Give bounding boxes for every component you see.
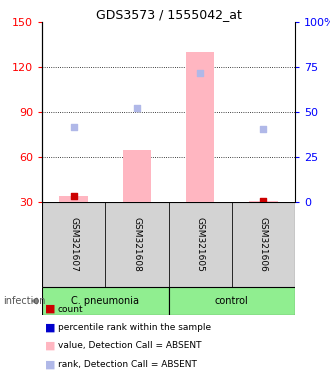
Title: GDS3573 / 1555042_at: GDS3573 / 1555042_at xyxy=(96,8,242,21)
Text: GSM321605: GSM321605 xyxy=(196,217,205,272)
Text: ■: ■ xyxy=(45,323,55,333)
Point xyxy=(71,124,76,130)
Text: value, Detection Call = ABSENT: value, Detection Call = ABSENT xyxy=(58,341,201,351)
Text: rank, Detection Call = ABSENT: rank, Detection Call = ABSENT xyxy=(58,360,197,369)
Bar xyxy=(59,196,88,202)
Point xyxy=(261,126,266,132)
Point xyxy=(261,197,266,204)
Text: count: count xyxy=(58,305,83,314)
Point xyxy=(197,70,203,76)
Bar xyxy=(123,149,151,202)
Bar xyxy=(105,202,169,287)
Bar xyxy=(186,52,215,202)
Text: infection: infection xyxy=(3,296,46,306)
Point xyxy=(71,193,76,199)
Text: GSM321608: GSM321608 xyxy=(132,217,141,272)
Bar xyxy=(232,202,295,287)
Bar xyxy=(249,200,278,202)
Bar xyxy=(42,202,105,287)
Text: C. pneumonia: C. pneumonia xyxy=(71,296,139,306)
Text: ■: ■ xyxy=(45,359,55,369)
Point xyxy=(134,104,140,111)
Text: GSM321606: GSM321606 xyxy=(259,217,268,272)
Bar xyxy=(169,287,295,315)
Text: GSM321607: GSM321607 xyxy=(69,217,78,272)
Text: ■: ■ xyxy=(45,341,55,351)
Bar xyxy=(169,202,232,287)
Text: control: control xyxy=(215,296,248,306)
Text: ■: ■ xyxy=(45,304,55,314)
Bar xyxy=(42,287,169,315)
Text: percentile rank within the sample: percentile rank within the sample xyxy=(58,323,211,332)
